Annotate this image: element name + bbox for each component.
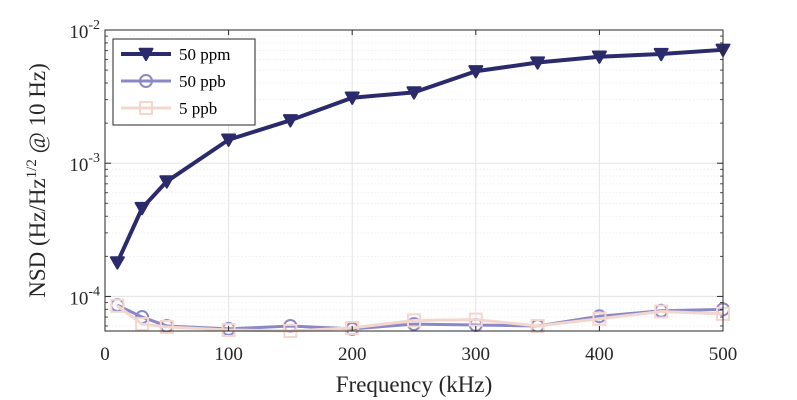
legend-item: 5 ppb [121,99,217,118]
y-tick-label: 10-3 [69,151,100,176]
data-point [653,47,669,62]
y-axis-label-exponent: 1/2 [24,159,40,178]
data-point [109,256,125,270]
data-point [221,133,237,147]
legend-label: 50 ppm [179,45,230,64]
legend-item: 50 ppm [121,45,230,64]
data-point [406,86,422,100]
legend: 50 ppm 50 ppb 5 ppb [112,38,256,126]
y-tick-label: 10-2 [69,18,100,43]
data-point [654,304,669,319]
data-point [344,91,360,105]
x-tick-label: 500 [709,344,738,365]
data-point [282,114,298,128]
data-point [134,201,150,216]
y-axis-label: NSD (Hz/Hz1/2 @ 10 Hz) [24,63,50,298]
data-point [135,317,150,332]
y-tick-label: 10-4 [69,284,100,309]
legend-item: 50 ppb [121,72,226,91]
data-point [159,319,174,334]
x-tick-label: 200 [338,344,367,365]
data-point [159,175,175,189]
data-point [407,313,421,328]
x-tick-label: 0 [100,344,110,365]
series-line [116,304,724,333]
data-point [345,320,360,335]
plot-frame [104,29,724,332]
legend-marker [139,74,153,88]
x-tick-label: 400 [585,344,614,365]
y-axis-label-prefix: NSD (Hz/Hz [25,178,50,297]
data-point [221,322,236,337]
data-point [468,65,484,79]
series-line [116,303,724,331]
data-point [592,311,607,326]
y-tick-base: 10 [69,22,88,43]
x-tick-label: 100 [214,344,243,365]
data-point [530,56,546,70]
series-50-ppm [109,43,731,270]
y-tick-exponent: -4 [88,284,100,299]
legend-label: 50 ppb [179,72,226,91]
legend-label: 5 ppb [179,99,217,118]
y-tick-exponent: -3 [88,151,100,166]
legend-marker [139,101,153,115]
data-point [591,50,607,64]
series-line [115,47,724,264]
data-point [468,312,483,327]
data-point [110,298,125,313]
y-tick-base: 10 [69,288,88,309]
series-layer [109,43,731,338]
legend-marker [138,47,154,62]
x-tick-label: 300 [462,344,491,365]
x-axis-label: Frequency (kHz) [336,372,492,397]
y-tick-exponent: -2 [88,18,100,33]
y-axis-label-suffix: @ 10 Hz) [25,63,50,159]
y-tick-base: 10 [69,155,88,176]
data-point [530,318,545,333]
